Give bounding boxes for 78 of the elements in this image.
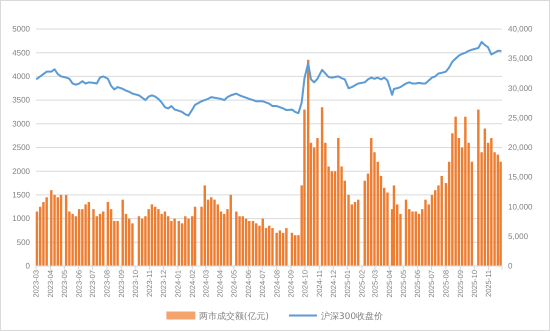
bar bbox=[275, 232, 278, 266]
bar bbox=[414, 211, 417, 266]
bar bbox=[164, 211, 166, 266]
bar bbox=[490, 138, 493, 266]
y2-tick-label: 15,000 bbox=[508, 172, 534, 182]
bar bbox=[477, 110, 480, 266]
bar bbox=[320, 107, 324, 266]
bar bbox=[102, 211, 104, 266]
bar bbox=[278, 230, 282, 266]
y2-tick-label: 30,000 bbox=[508, 84, 534, 93]
bar bbox=[484, 128, 486, 266]
bar bbox=[154, 206, 156, 266]
bar bbox=[392, 185, 396, 266]
y-tick-label: 2000 bbox=[12, 166, 31, 176]
y2-tick-label: 10,000 bbox=[508, 202, 534, 212]
y2-tick-label: 35,000 bbox=[508, 54, 534, 64]
bar bbox=[116, 220, 119, 266]
bar bbox=[235, 211, 238, 266]
y-tick-label: 4000 bbox=[12, 72, 31, 81]
bar bbox=[45, 197, 48, 266]
bar bbox=[184, 216, 187, 266]
y2-tick-label: 40,000 bbox=[508, 24, 534, 34]
y-tick-label: 3500 bbox=[12, 96, 31, 105]
bar bbox=[285, 228, 288, 266]
bar bbox=[268, 226, 270, 266]
bar bbox=[316, 138, 319, 266]
bar bbox=[210, 197, 212, 266]
bar bbox=[244, 218, 248, 266]
legend-label: 沪深300收盘价 bbox=[320, 311, 384, 322]
y-tick-label: 4500 bbox=[12, 48, 31, 58]
bar bbox=[140, 218, 144, 266]
y2-tick-label: 0 bbox=[508, 262, 513, 271]
bar bbox=[464, 116, 467, 266]
bar bbox=[242, 216, 244, 266]
bar bbox=[36, 211, 38, 266]
bar bbox=[440, 176, 443, 266]
bar bbox=[178, 220, 180, 266]
bar bbox=[230, 194, 232, 266]
y-tick-label: 1000 bbox=[12, 214, 31, 224]
bar bbox=[121, 200, 124, 266]
bar bbox=[357, 200, 360, 266]
y-tick-label: 5000 bbox=[12, 24, 31, 34]
bar bbox=[262, 218, 264, 266]
y-tick-label: 1500 bbox=[12, 190, 31, 200]
y2-tick-label: 5,000 bbox=[508, 232, 529, 241]
bar bbox=[64, 194, 68, 266]
bar bbox=[255, 223, 258, 266]
bar bbox=[187, 218, 190, 266]
bar bbox=[294, 235, 296, 266]
y2-tick-label: 20,000 bbox=[508, 143, 534, 152]
bar bbox=[306, 60, 310, 266]
bar bbox=[106, 202, 110, 266]
bar bbox=[496, 154, 500, 266]
bar bbox=[454, 116, 457, 266]
bar bbox=[150, 204, 154, 266]
bar bbox=[56, 197, 60, 266]
y-tick-label: 0 bbox=[26, 262, 31, 271]
y2-tick-label: 25,000 bbox=[508, 113, 534, 122]
bar bbox=[60, 194, 62, 266]
bar bbox=[78, 209, 80, 266]
y-tick-label: 500 bbox=[16, 238, 31, 247]
bar bbox=[157, 209, 160, 266]
bar bbox=[248, 220, 251, 266]
y-tick-label: 2500 bbox=[12, 143, 31, 152]
line-series bbox=[36, 41, 502, 117]
bar bbox=[370, 138, 372, 266]
bar bbox=[84, 204, 87, 266]
bar bbox=[138, 216, 140, 266]
legend-label: 两市成交额(亿元) bbox=[198, 311, 269, 322]
bar bbox=[88, 202, 90, 266]
bar bbox=[204, 185, 206, 266]
y-tick-label: 3000 bbox=[12, 119, 31, 128]
bar bbox=[173, 218, 176, 266]
bar bbox=[337, 138, 340, 266]
bar bbox=[290, 232, 294, 266]
bar bbox=[50, 190, 53, 266]
bar bbox=[194, 206, 196, 266]
bar bbox=[71, 214, 74, 266]
